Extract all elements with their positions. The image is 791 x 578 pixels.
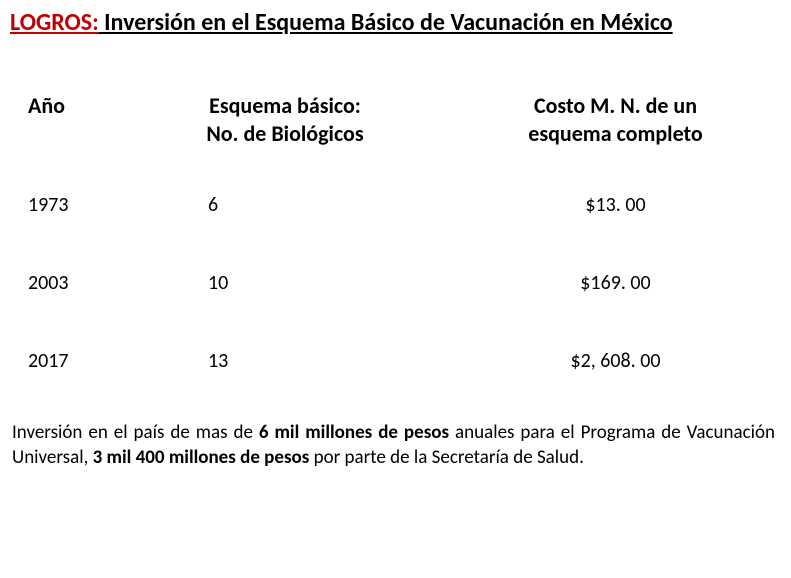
col-header-cost-l1: Costo M. N. de un	[534, 92, 697, 119]
table-row: 1973 6 $13. 00	[20, 175, 791, 253]
footnote-paragraph: Inversión en el país de mas de 6 mil mil…	[10, 421, 781, 470]
cell-cost: $169. 00	[440, 253, 791, 331]
table-row: 2003 10 $169. 00	[20, 253, 791, 331]
title-prefix: LOGROS:	[10, 8, 99, 37]
table-header-row: Año Esquema básico: No. de Biológicos Co…	[20, 86, 791, 175]
footnote-seg1: Inversión en el país de mas de	[12, 421, 259, 444]
cell-cost: $2, 608. 00	[440, 331, 791, 409]
footnote-bold2: 3 mil 400 millones de pesos	[93, 446, 310, 469]
col-header-cost: Costo M. N. de un esquema completo	[440, 86, 791, 175]
cell-scheme: 6	[130, 175, 440, 253]
investment-table: Año Esquema básico: No. de Biológicos Co…	[20, 86, 791, 409]
footnote-seg3: por parte de la Secretaría de Salud.	[309, 446, 584, 469]
col-header-cost-l2: esquema completo	[528, 120, 702, 147]
cell-year: 2003	[20, 253, 130, 331]
cell-year: 2017	[20, 331, 130, 409]
footnote-bold1: 6 mil millones de pesos	[259, 421, 449, 444]
title-rest: Inversión en el Esquema Básico de Vacuna…	[99, 8, 673, 37]
cell-year: 1973	[20, 175, 130, 253]
col-header-scheme: Esquema básico: No. de Biológicos	[130, 86, 440, 175]
cell-scheme: 10	[130, 253, 440, 331]
page-title: LOGROS: Inversión en el Esquema Básico d…	[10, 8, 781, 38]
col-header-year: Año	[20, 86, 130, 175]
col-header-scheme-l2: No. de Biológicos	[206, 120, 363, 147]
cell-cost: $13. 00	[440, 175, 791, 253]
col-header-scheme-l1: Esquema básico:	[209, 92, 361, 119]
cell-scheme: 13	[130, 331, 440, 409]
table-row: 2017 13 $2, 608. 00	[20, 331, 791, 409]
